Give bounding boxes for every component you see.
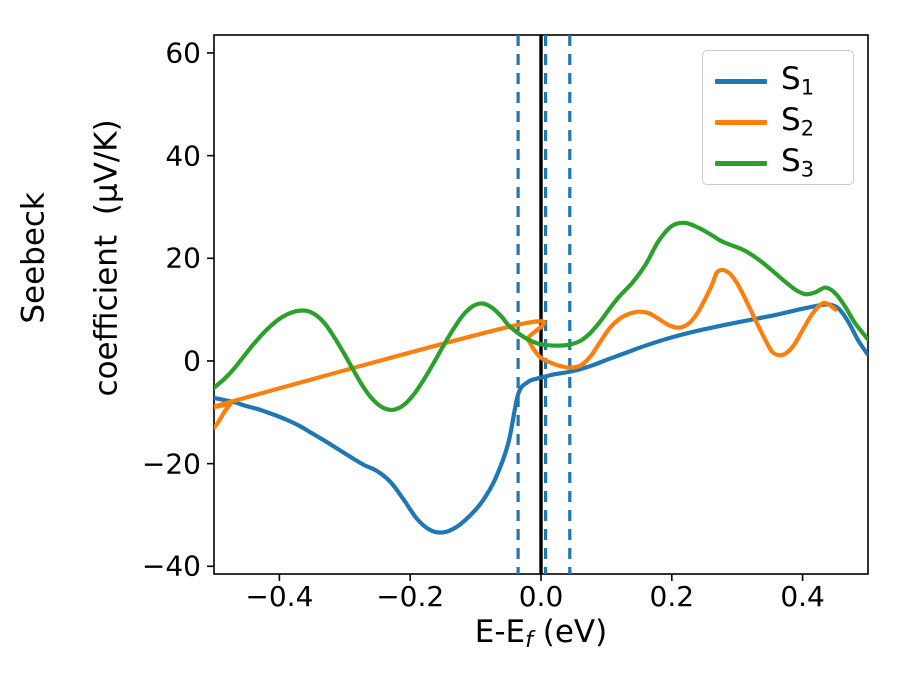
y-tick-label: −40 xyxy=(141,549,201,583)
y-tick-label: 40 xyxy=(165,139,201,173)
series-clip-group xyxy=(214,220,868,535)
legend-color-swatch xyxy=(715,79,767,84)
x-tick-label: 0.0 xyxy=(518,580,564,613)
legend: S1 S2 S3 xyxy=(702,50,854,185)
vertical-reference-lines xyxy=(516,35,572,574)
legend-item: S1 xyxy=(703,59,855,104)
y-tick-label: 0 xyxy=(183,344,201,378)
x-tick-label: 0.4 xyxy=(780,580,825,613)
x-tick-label: −0.2 xyxy=(376,580,445,613)
y-tick-label: 60 xyxy=(165,36,201,70)
legend-label: S1 xyxy=(781,61,815,100)
legend-item: S3 xyxy=(703,141,855,186)
legend-label: S2 xyxy=(781,102,815,141)
legend-label: S3 xyxy=(781,143,815,182)
series-line-s3 xyxy=(214,220,868,413)
series-line-s2 xyxy=(214,267,838,430)
x-tick-label: −0.4 xyxy=(245,580,314,613)
legend-color-swatch xyxy=(715,161,767,166)
tick-marks-group xyxy=(207,52,804,581)
x-axis-label-main: E-E xyxy=(474,614,526,650)
x-axis-label-unit: (eV) xyxy=(532,614,608,650)
legend-item: S2 xyxy=(703,100,855,145)
y-tick-label: −20 xyxy=(141,447,201,481)
x-axis-label-subscript: f xyxy=(525,627,533,653)
series-line-s1 xyxy=(214,302,868,535)
data-series-group xyxy=(214,220,868,535)
x-tick-label: 0.2 xyxy=(649,580,695,613)
legend-color-swatch xyxy=(715,120,767,125)
y-tick-label: 20 xyxy=(165,241,201,275)
x-axis-label: E-Ef (eV) xyxy=(214,614,868,653)
